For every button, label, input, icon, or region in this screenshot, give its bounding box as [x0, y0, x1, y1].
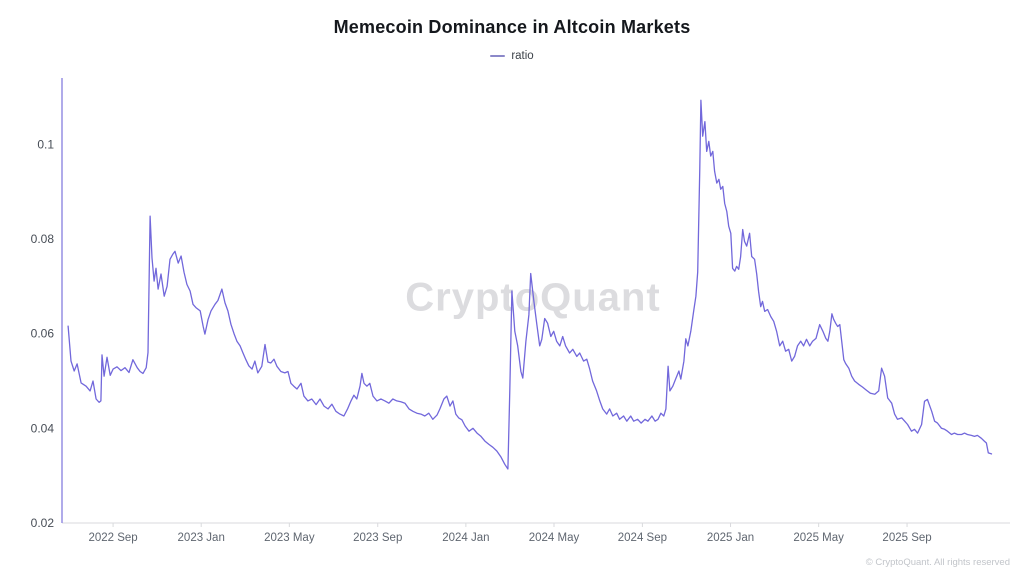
x-tick-label: 2025 Sep	[882, 532, 931, 544]
y-tick-label: 0.04	[31, 421, 55, 435]
legend-label: ratio	[511, 50, 534, 62]
cryptoquant-watermark: CryptoQuant	[405, 275, 661, 320]
copyright-attribution: © CryptoQuant. All rights reserved	[865, 557, 1010, 568]
y-tick-label: 0.08	[31, 232, 55, 246]
chart-title: Memecoin Dominance in Altcoin Markets	[333, 17, 691, 37]
y-tick-label: 0.06	[31, 327, 55, 341]
x-tick-label: 2024 May	[529, 532, 580, 544]
legend[interactable]: ratio	[0, 50, 1024, 62]
x-tick-label: 2023 Jan	[178, 532, 225, 544]
y-tick-label: 0.02	[31, 516, 55, 530]
x-tick-label: 2024 Sep	[618, 532, 667, 544]
x-tick-label: 2023 Sep	[353, 532, 402, 544]
x-tick-label: 2022 Sep	[88, 532, 137, 544]
legend-line-marker	[490, 55, 506, 57]
x-tick-label: 2023 May	[264, 532, 315, 544]
y-tick-label: 0.1	[37, 137, 54, 151]
x-tick-label: 2025 May	[793, 532, 844, 544]
ratio-series-line[interactable]	[67, 99, 993, 470]
x-tick-label: 2025 Jan	[707, 532, 754, 544]
x-tick-label: 2024 Jan	[442, 532, 489, 544]
